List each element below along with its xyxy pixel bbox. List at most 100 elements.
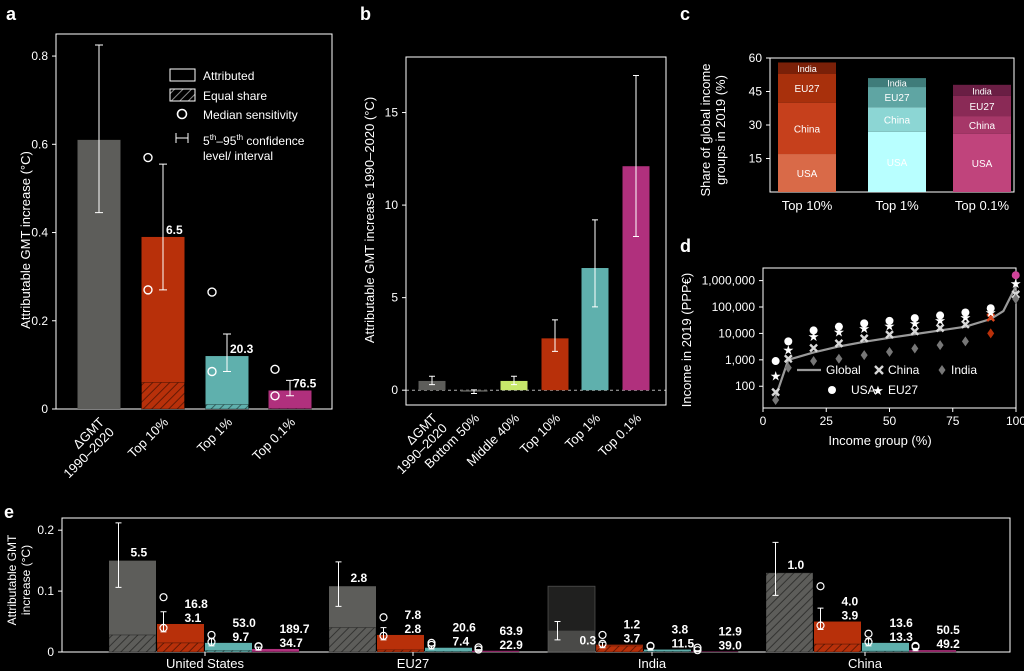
legend-attributed: Attributed	[203, 69, 254, 83]
x-tick-label: Top 0.1%	[595, 410, 644, 459]
usa-point	[910, 314, 919, 323]
usa-point	[936, 311, 945, 320]
panel-label-d: d	[680, 236, 691, 256]
eu27-point: ★	[934, 313, 946, 328]
value-label: 20.6	[453, 621, 477, 635]
median-marker	[693, 643, 702, 652]
y-tick-label: 0	[47, 645, 54, 659]
eu27-point: ★	[770, 369, 782, 384]
legend-attributed-swatch	[169, 68, 196, 82]
error-bar	[335, 561, 342, 607]
segment-label: China	[884, 115, 911, 126]
value-label: 3.7	[624, 632, 641, 646]
y-tick-label: 0.4	[31, 226, 48, 240]
x-tick-label: Top 1%	[194, 414, 236, 456]
stack-segment	[953, 116, 1011, 134]
median-marker	[159, 593, 168, 602]
panel-c: Share of global incomegroups in 2019 (%)…	[698, 51, 1015, 213]
x-tick-label: Top 0.1%	[249, 414, 298, 463]
panel-e-frame	[61, 517, 1011, 653]
bar-attributed	[644, 649, 691, 652]
bar-equal-share	[813, 643, 862, 653]
legend-median-sensitivity: Median sensitivity	[203, 108, 298, 122]
value-label: 3.9	[842, 609, 859, 623]
panel-label-e: e	[4, 502, 14, 522]
segment-label: China	[969, 121, 996, 132]
median-marker	[207, 637, 216, 647]
panel-a-frame	[55, 33, 333, 410]
median-marker	[474, 645, 483, 654]
stack-segment	[953, 84, 1011, 96]
value-label: 7.4	[453, 635, 470, 649]
eu27-point: ★	[833, 324, 845, 339]
bar-equal-share	[424, 651, 473, 653]
stack-segment	[868, 131, 926, 192]
x-tick-label: EU27	[397, 656, 430, 671]
error-bar	[554, 621, 561, 641]
value-label: 22.9	[500, 638, 524, 652]
bar-equal-share	[141, 382, 185, 410]
value-label: 4.0	[842, 595, 859, 609]
china-point	[859, 334, 869, 343]
median-marker	[270, 364, 280, 374]
bar-attributed	[252, 648, 299, 652]
segment-label: China	[794, 124, 821, 135]
y-tick-label: 100,000	[712, 300, 756, 314]
x-tick-label: Top 0.1%	[955, 198, 1010, 213]
panel-a-ylabel: Attributable GMT increase (°C)	[18, 151, 33, 329]
bar-equal-share	[205, 404, 249, 410]
error-bar	[95, 44, 103, 214]
value-label: 63.9	[500, 624, 524, 638]
eu27-point: ★	[884, 318, 896, 333]
bar-equal-share	[108, 634, 157, 653]
x-tick-label: 75	[946, 414, 960, 428]
y-tick-label: 0	[41, 402, 48, 416]
eu27-point: ★	[1010, 276, 1022, 291]
eu27-point: ★	[985, 305, 997, 320]
x-tick-label: Top 10%	[517, 410, 564, 457]
y-tick-label: 1,000,000	[702, 274, 756, 288]
y-tick-label: 5	[391, 291, 398, 305]
y-tick-label: 0.8	[31, 49, 48, 63]
median-marker	[474, 643, 483, 652]
legend-eu27-marker: ★	[872, 383, 884, 398]
y-tick-label: 0	[391, 383, 398, 397]
usa-point	[784, 337, 793, 346]
panel-d-legend: Global China India USA★ EU27	[797, 363, 977, 398]
bar-attributed	[691, 651, 738, 652]
ratio-label: 76.5	[293, 376, 317, 390]
median-marker	[159, 623, 168, 633]
x-tick-label: Top 1%	[875, 198, 919, 213]
panel-e: Attributable GMTincrease (°C) 0 0.1 0.2 5.5…	[5, 517, 1011, 671]
median-marker	[911, 642, 920, 651]
x-tick-label: China	[848, 656, 883, 671]
error-bar	[286, 379, 294, 397]
error-bar	[223, 333, 231, 372]
error-bar	[772, 541, 779, 596]
x-tick-label: ΔGMT1990–2020	[50, 414, 117, 481]
bar-equal-share	[861, 650, 910, 653]
usa-point	[860, 319, 869, 328]
median-marker	[207, 366, 217, 377]
stack-segment	[868, 78, 926, 88]
stack-segment	[778, 102, 836, 155]
median-marker	[143, 152, 153, 163]
value-label: 2.8	[405, 622, 422, 636]
y-tick-label: 1,000	[725, 353, 755, 367]
median-marker	[270, 391, 280, 401]
segment-label: India	[972, 86, 992, 96]
china-point	[961, 320, 970, 329]
median-marker	[646, 642, 655, 651]
legend-interval: 5th–95th confidence level/ interval	[203, 133, 305, 163]
panel-a: Attributable GMT increase (°C) Attribute…	[18, 33, 333, 481]
value-label: 13.3	[890, 630, 914, 644]
segment-label: EU27	[794, 84, 819, 95]
y-tick-label: 15	[385, 106, 399, 120]
stack-segment	[778, 73, 836, 103]
bar-attributed	[377, 634, 424, 652]
segment-label: USA	[887, 158, 908, 169]
bar-attributed	[205, 642, 252, 652]
x-tick-label: India	[638, 656, 667, 671]
value-label: 0.3	[580, 634, 597, 648]
panel-b-ylabel: Attributable GMT increase 1990–2020 (°C)	[362, 97, 377, 343]
